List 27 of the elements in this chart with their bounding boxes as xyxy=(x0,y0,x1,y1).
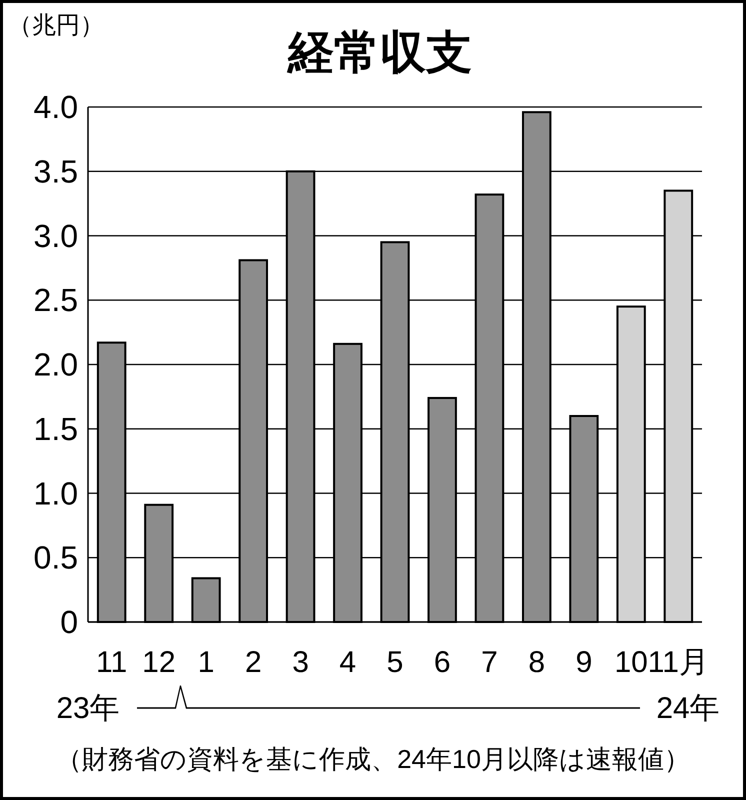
x-tick-label: 3 xyxy=(292,646,309,679)
y-tick-label: 2.5 xyxy=(34,282,78,318)
x-tick-label: 11月 xyxy=(648,646,709,679)
text: 24年 xyxy=(656,692,720,725)
x-tick-label: 8 xyxy=(528,646,546,679)
x-tick-label: 11 xyxy=(96,646,128,679)
x-tick-label: 5 xyxy=(386,646,404,679)
x-tick-label: 12 xyxy=(142,646,176,679)
y-tick-label: 0 xyxy=(60,604,78,640)
y-tick-label: 1.0 xyxy=(34,475,78,512)
x-tick-label: 10 xyxy=(614,646,648,679)
y-tick-label: 2.0 xyxy=(34,346,78,382)
y-tick-label: 4.0 xyxy=(34,89,78,125)
y-tick-label: 3.0 xyxy=(34,218,78,254)
x-tick-label: 4 xyxy=(339,646,356,679)
x-tick-label: 6 xyxy=(434,646,451,679)
y-axis-title: （兆円） xyxy=(8,12,104,39)
y-tick-label: 0.5 xyxy=(34,540,78,576)
x-tick-label: 2 xyxy=(244,646,262,679)
y-tick-label: 1.5 xyxy=(34,410,78,447)
x-tick-label: 7 xyxy=(481,646,498,679)
text: 23年 xyxy=(56,692,120,725)
x-tick-label: 1 xyxy=(198,646,214,679)
chart-title: 経常収支 xyxy=(286,26,472,78)
x-tick-label: 9 xyxy=(576,646,592,679)
y-tick-label: 3.5 xyxy=(34,153,78,190)
text: （財務省の資料を基に作成、24年10月以降は速報値） xyxy=(56,744,690,774)
